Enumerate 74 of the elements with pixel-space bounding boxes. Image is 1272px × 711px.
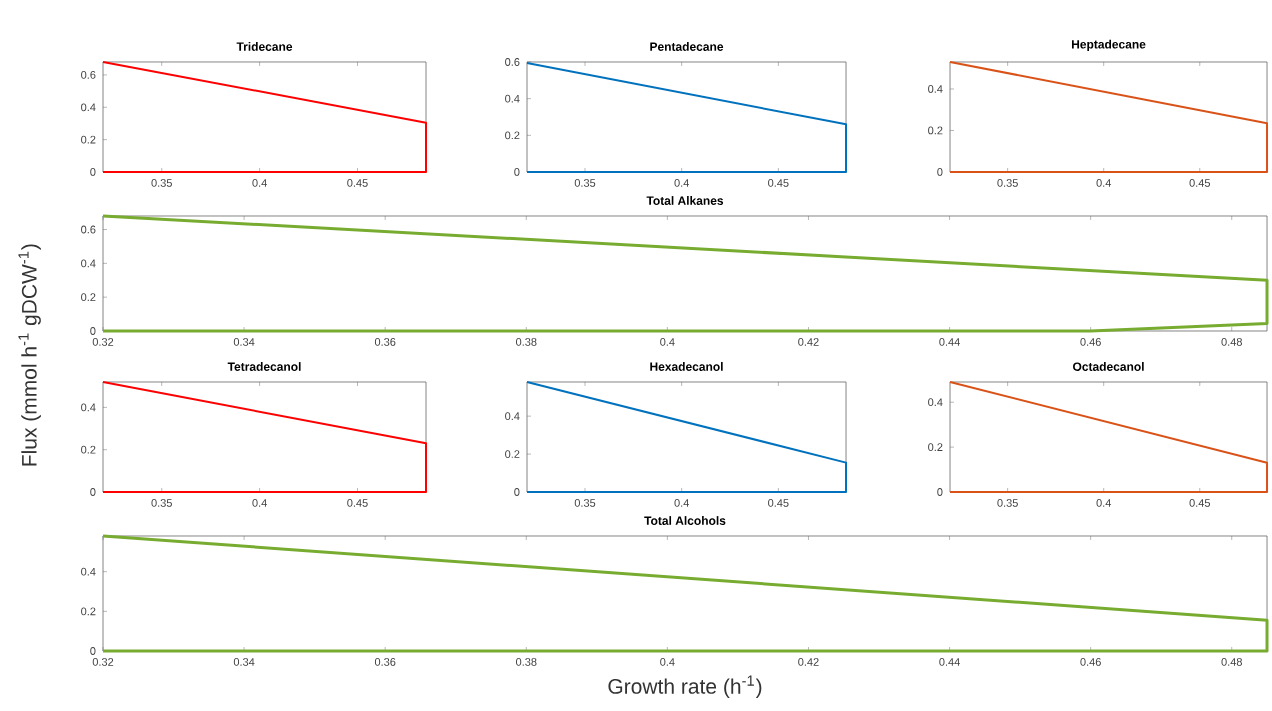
x-tick-label: 0.4 [252, 179, 267, 187]
y-tick-label: 0 [90, 168, 96, 176]
x-tick-label: 0.32 [92, 338, 114, 346]
y-tick-label: 0.2 [81, 293, 96, 302]
x-tick-label: 0.42 [798, 658, 819, 666]
x-tick-label: 0.35 [574, 499, 596, 507]
x-tick-label: 0.46 [1080, 658, 1101, 666]
x-tick-label: 0.44 [939, 338, 960, 346]
x-tick-label: 0.4 [660, 338, 675, 346]
x-tick-label: 0.48 [1221, 658, 1242, 666]
x-tick-label: 0.42 [798, 338, 819, 346]
y-tick-label: 0.2 [81, 607, 96, 616]
x-tick-label: 0.36 [374, 338, 396, 346]
x-tick-label: 0.35 [997, 499, 1018, 507]
x-tick-label: 0.4 [252, 499, 267, 507]
x-tick-label: 0.4 [674, 179, 690, 187]
x-tick-label: 0.4 [1096, 499, 1112, 507]
x-tick-label: 0.4 [660, 658, 675, 666]
y-tick-label: 0 [90, 488, 96, 496]
y-tick-label: 0 [90, 647, 96, 655]
chart-title: Hexadecanol [650, 362, 723, 371]
y-tick-label: 0 [90, 327, 96, 335]
y-tick-label: 0 [937, 168, 943, 176]
x-tick-label: 0.45 [1189, 499, 1211, 507]
x-tick-label: 0.4 [1096, 179, 1112, 187]
x-tick-label: 0.44 [939, 658, 960, 666]
chart-title: Tridecane [236, 42, 293, 51]
y-tick-label: 0 [937, 488, 943, 496]
y-tick-label: 0.2 [928, 126, 943, 135]
x-tick-label: 0.35 [997, 179, 1018, 187]
y-tick-label: 0.4 [928, 85, 943, 93]
x-tick-label: 0.45 [768, 499, 789, 507]
x-tick-label: 0.38 [516, 338, 537, 346]
chart-title: Octadecanol [1073, 362, 1144, 371]
x-tick-label: 0.48 [1221, 338, 1242, 346]
chart-title: Total Alkanes [646, 196, 724, 205]
y-tick-label: 0.4 [505, 412, 520, 421]
y-tick-label: 0 [514, 488, 520, 496]
y-tick-label: 0 [514, 168, 520, 176]
x-tick-label: 0.35 [151, 179, 172, 187]
x-tick-label: 0.45 [347, 499, 368, 507]
y-tick-label: 0.6 [81, 225, 96, 234]
line-series [101, 214, 1269, 333]
y-tick-label: 0.6 [505, 58, 520, 66]
y-tick-label: 0.4 [928, 398, 943, 407]
x-tick-label: 0.34 [233, 658, 255, 666]
x-tick-label: 0.35 [151, 499, 172, 507]
x-tick-label: 0.34 [233, 338, 255, 346]
y-tick-label: 0.2 [505, 450, 520, 458]
y-tick-label: 0.4 [81, 403, 96, 412]
x-tick-label: 0.45 [1189, 179, 1211, 187]
x-tick-label: 0.35 [574, 179, 596, 187]
y-tick-label: 0.4 [505, 94, 520, 103]
x-tick-label: 0.46 [1080, 338, 1101, 346]
x-tick-label: 0.45 [768, 179, 789, 187]
y-tick-label: 0.2 [81, 445, 96, 454]
y-tick-label: 0.2 [928, 443, 943, 451]
chart-title: Pentadecane [650, 42, 724, 51]
chart-title: Total Alcohols [644, 516, 726, 525]
chart-title: Tetradecanol [227, 362, 301, 371]
x-axis-title: Growth rate (h$^{-1}$) [608, 675, 762, 699]
chart-title: Heptadecane [1071, 39, 1146, 51]
y-axis-title: Flux (mmol h$^{-1}$ gDCW$^{-1}$) [18, 244, 41, 466]
x-tick-label: 0.32 [92, 658, 114, 666]
y-tick-label: 0.4 [81, 567, 96, 576]
y-tick-label: 0.2 [505, 131, 520, 140]
x-tick-label: 0.4 [674, 499, 690, 507]
x-tick-label: 0.36 [374, 658, 396, 666]
y-tick-label: 0.4 [81, 259, 96, 268]
y-tick-label: 0.6 [81, 71, 96, 79]
y-tick-label: 0.2 [81, 135, 96, 144]
x-tick-label: 0.38 [516, 658, 537, 666]
x-tick-label: 0.45 [347, 179, 368, 187]
y-tick-label: 0.4 [81, 103, 96, 112]
